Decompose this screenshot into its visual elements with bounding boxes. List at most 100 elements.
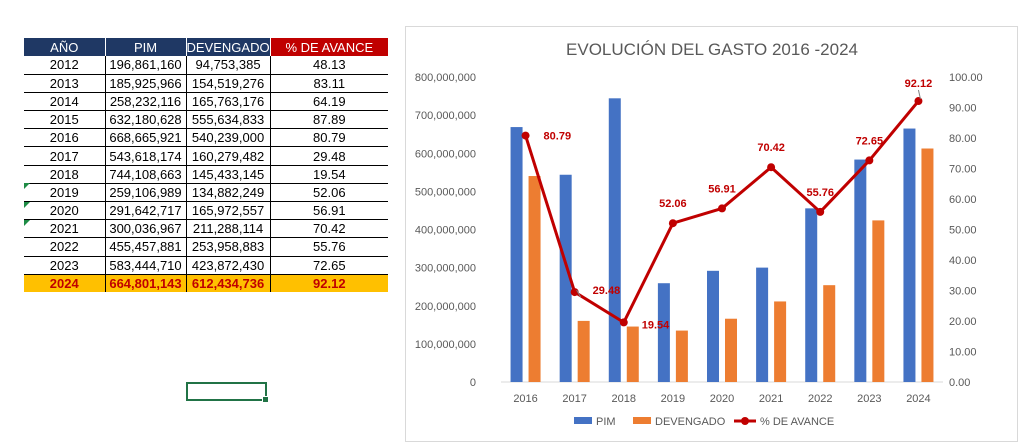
bar-pim [756, 267, 769, 382]
bar-devengado [872, 220, 885, 382]
table-row: 2017 543,618,174 160,279,482 29.48 [24, 146, 389, 166]
cell-devengado[interactable]: 165,972,557 [186, 201, 271, 221]
y-right-tick-label: 100.00 [949, 72, 983, 84]
cell-avance[interactable]: 19.54 [270, 165, 389, 184]
data-label: 70.42 [757, 142, 785, 154]
cell-pim[interactable]: 455,457,881 [105, 237, 187, 257]
cell-year[interactable]: 2018 [24, 165, 106, 184]
y-right-tick-label: 20.00 [949, 316, 977, 328]
avance-marker [767, 163, 776, 172]
cell-avance[interactable]: 70.42 [270, 219, 389, 239]
bar-devengado [725, 318, 737, 382]
cell-year[interactable]: 2023 [24, 256, 106, 275]
x-tick-label: 2019 [661, 393, 685, 405]
cell-avance[interactable]: 29.48 [270, 146, 389, 166]
bar-devengado [675, 330, 688, 382]
y-left-tick-label: 700,000,000 [415, 110, 476, 122]
cell-pim[interactable]: 196,861,160 [105, 56, 187, 75]
header-pim[interactable]: PIM [105, 38, 187, 56]
cell-pim[interactable]: 744,108,663 [105, 165, 187, 184]
cell-year[interactable]: 2020 [24, 201, 106, 221]
cell-year[interactable]: 2014 [24, 92, 106, 112]
error-indicator-icon[interactable] [24, 220, 30, 226]
cell-devengado[interactable]: 211,288,114 [186, 219, 271, 239]
data-table: AÑO PIM DEVENGADO % DE AVANCE 2012 196,86… [24, 38, 389, 293]
cell-year[interactable]: 2021 [24, 219, 106, 239]
cell-devengado[interactable]: 253,958,883 [186, 237, 271, 257]
bar-devengado [577, 320, 590, 382]
table-row: 2021 300,036,967 211,288,114 70.42 [24, 219, 389, 239]
cell-avance[interactable]: 64.19 [270, 92, 389, 112]
legend-marker [741, 417, 749, 425]
cell-pim[interactable]: 583,444,710 [105, 256, 187, 275]
y-left-tick-label: 800,000,000 [415, 72, 476, 84]
chart-frame[interactable]: EVOLUCIÓN DEL GASTO 2016 -2024 0 100,000,0… [405, 26, 1018, 442]
legend-label: DEVENGADO [655, 416, 726, 428]
data-label: 72.65 [856, 135, 884, 147]
cell-pim[interactable]: 300,036,967 [105, 219, 187, 239]
cell-devengado[interactable]: 160,279,482 [186, 146, 271, 166]
cell-year[interactable]: 2017 [24, 146, 106, 166]
cell-year[interactable]: 2012 [24, 56, 106, 75]
cell-avance[interactable]: 56.91 [270, 201, 389, 221]
bar-pim [559, 174, 572, 382]
header-devengado[interactable]: DEVENGADO [186, 38, 271, 56]
cell-devengado[interactable]: 555,634,833 [186, 110, 271, 130]
data-label: 55.76 [806, 187, 834, 199]
y-right-tick-label: 10.00 [949, 347, 977, 359]
cell-avance[interactable]: 55.76 [270, 237, 389, 257]
table-row: 2013 185,925,966 154,519,276 83.11 [24, 74, 389, 93]
fill-handle[interactable] [262, 396, 269, 403]
cell-devengado[interactable]: 154,519,276 [186, 74, 271, 93]
bar-pim [657, 283, 670, 382]
cell-pim[interactable]: 258,232,116 [105, 92, 187, 112]
cell-avance[interactable]: 83.11 [270, 74, 389, 93]
bar-pim [805, 208, 818, 382]
cell-year[interactable]: 2022 [24, 237, 106, 257]
error-indicator-icon[interactable] [24, 183, 30, 189]
cell-year[interactable]: 2013 [24, 74, 106, 93]
cell-avance[interactable]: 92.12 [270, 274, 389, 293]
cell-devengado[interactable]: 145,433,145 [186, 165, 271, 184]
header-avance[interactable]: % DE AVANCE [270, 38, 389, 56]
header-year[interactable]: AÑO [24, 38, 106, 56]
cell-pim[interactable]: 632,180,628 [105, 110, 187, 130]
cell-avance[interactable]: 52.06 [270, 183, 389, 203]
y-right-tick-label: 80.00 [949, 133, 977, 145]
data-label: 29.48 [593, 285, 621, 297]
cell-pim[interactable]: 185,925,966 [105, 74, 187, 93]
cell-devengado[interactable]: 612,434,736 [186, 274, 271, 293]
selected-cell[interactable] [186, 382, 269, 403]
avance-marker [914, 97, 923, 106]
cell-pim[interactable]: 291,642,717 [105, 201, 187, 221]
y-right-tick-label: 60.00 [949, 194, 977, 206]
cell-year[interactable]: 2016 [24, 128, 106, 148]
cell-devengado[interactable]: 540,239,000 [186, 128, 271, 148]
cell-year[interactable]: 2019 [24, 183, 106, 203]
cell-avance[interactable]: 72.65 [270, 256, 389, 275]
error-indicator-icon[interactable] [24, 202, 30, 208]
cell-avance[interactable]: 87.89 [270, 110, 389, 130]
x-tick-label: 2022 [808, 393, 832, 405]
cell-pim[interactable]: 664,801,143 [105, 274, 187, 293]
cell-devengado[interactable]: 134,882,249 [186, 183, 271, 203]
x-tick-label: 2017 [562, 393, 586, 405]
cell-devengado[interactable]: 423,872,430 [186, 256, 271, 275]
cell-pim[interactable]: 543,618,174 [105, 146, 187, 166]
table-total-row: 2024 664,801,143 612,434,736 92.12 [24, 274, 389, 293]
x-tick-label: 2016 [513, 393, 537, 405]
data-label-leader [917, 89, 921, 100]
y-left-tick-label: 500,000,000 [415, 186, 476, 198]
cell-devengado[interactable]: 165,763,176 [186, 92, 271, 112]
avance-marker [619, 318, 628, 327]
cell-year[interactable]: 2015 [24, 110, 106, 130]
table-row: 2016 668,665,921 540,239,000 80.79 [24, 128, 389, 148]
bar-devengado [528, 176, 541, 382]
cell-pim[interactable]: 259,106,989 [105, 183, 187, 203]
cell-avance[interactable]: 80.79 [270, 128, 389, 148]
avance-marker [668, 219, 677, 228]
cell-avance[interactable]: 48.13 [270, 56, 389, 75]
cell-devengado[interactable]: 94,753,385 [186, 56, 271, 75]
cell-pim[interactable]: 668,665,921 [105, 128, 187, 148]
cell-year[interactable]: 2024 [24, 274, 106, 293]
